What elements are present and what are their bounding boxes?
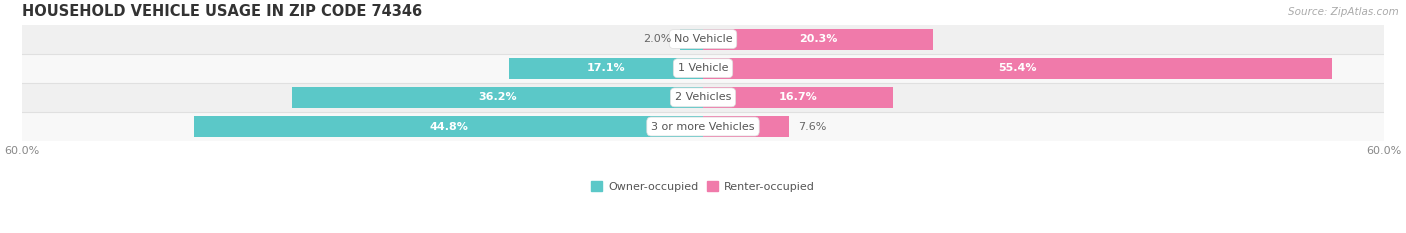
Text: 3 or more Vehicles: 3 or more Vehicles [651, 122, 755, 131]
Text: 2.0%: 2.0% [643, 34, 671, 44]
FancyBboxPatch shape [21, 54, 1385, 83]
Text: 16.7%: 16.7% [779, 92, 817, 102]
Text: HOUSEHOLD VEHICLE USAGE IN ZIP CODE 74346: HOUSEHOLD VEHICLE USAGE IN ZIP CODE 7434… [21, 4, 422, 19]
Text: 44.8%: 44.8% [429, 122, 468, 131]
Text: 55.4%: 55.4% [998, 63, 1036, 73]
Bar [194, 116, 703, 137]
Text: 2 Vehicles: 2 Vehicles [675, 92, 731, 102]
Text: 20.3%: 20.3% [799, 34, 838, 44]
Bar [703, 87, 893, 108]
FancyBboxPatch shape [21, 24, 1385, 54]
Bar [703, 58, 1331, 79]
Text: No Vehicle: No Vehicle [673, 34, 733, 44]
Text: Source: ZipAtlas.com: Source: ZipAtlas.com [1288, 7, 1399, 17]
Bar [681, 29, 703, 50]
Bar [292, 87, 703, 108]
Legend: Owner-occupied, Renter-occupied: Owner-occupied, Renter-occupied [586, 177, 820, 196]
Bar [509, 58, 703, 79]
Text: 17.1%: 17.1% [586, 63, 626, 73]
FancyBboxPatch shape [21, 112, 1385, 141]
Bar [703, 116, 789, 137]
Text: 7.6%: 7.6% [799, 122, 827, 131]
Bar [703, 29, 934, 50]
Text: 36.2%: 36.2% [478, 92, 517, 102]
FancyBboxPatch shape [21, 83, 1385, 112]
Text: 1 Vehicle: 1 Vehicle [678, 63, 728, 73]
